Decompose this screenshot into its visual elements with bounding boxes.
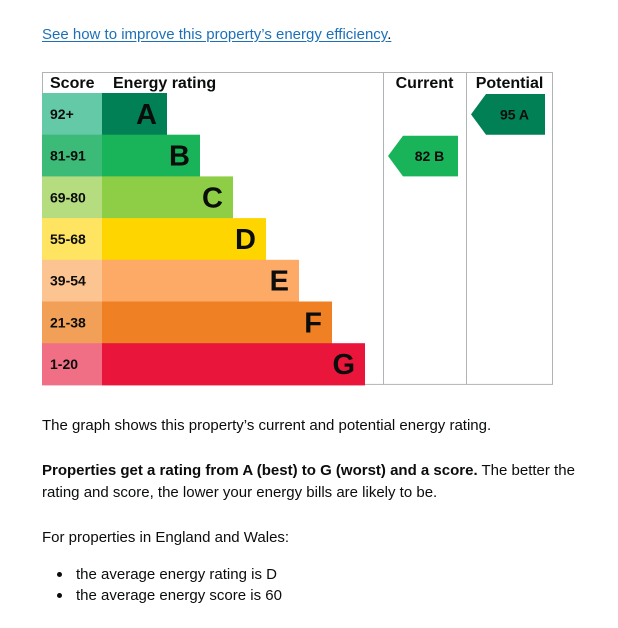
graph-description: The graph shows this property’s current … bbox=[42, 417, 492, 434]
improve-efficiency-link[interactable]: See how to improve this property’s energ… bbox=[42, 26, 388, 43]
score-cell-e bbox=[42, 259, 102, 302]
current-arrow bbox=[388, 135, 458, 177]
header-score: Score bbox=[50, 75, 95, 92]
rating-letter-g: G bbox=[332, 349, 355, 381]
improve-efficiency-link-wrap: See how to improve this property’s energ… bbox=[42, 26, 391, 43]
header-energy-rating: Energy rating bbox=[113, 75, 216, 92]
score-range-c: 69-80 bbox=[50, 189, 86, 205]
header-potential: Potential bbox=[476, 75, 544, 92]
rating-letter-d: D bbox=[235, 224, 256, 256]
chart-headers: Score Energy rating Current Potential bbox=[50, 75, 543, 92]
score-cell-b bbox=[42, 134, 102, 177]
region-note: For properties in England and Wales: bbox=[42, 529, 290, 546]
rating-letter-a: A bbox=[136, 99, 157, 131]
potential-rating-label: 95 A bbox=[500, 106, 529, 122]
score-cell-a bbox=[42, 93, 102, 136]
rating-bar-e bbox=[102, 259, 299, 302]
rating-bar-b bbox=[102, 134, 200, 177]
rating-letter-c: C bbox=[202, 182, 223, 214]
list-item: the average energy rating is D bbox=[42, 564, 282, 585]
rating-bar-a bbox=[102, 93, 167, 136]
list-item: the average energy score is 60 bbox=[42, 585, 282, 606]
rating-bar-f bbox=[102, 301, 332, 344]
score-range-e: 39-54 bbox=[50, 273, 86, 289]
rating-bands: 92+ A 81-91 B 69-80 C 55-68 D 39-54 E 21-38 F 1-20 G bbox=[42, 93, 365, 386]
rating-bar-c bbox=[102, 176, 233, 219]
header-current: Current bbox=[396, 75, 454, 92]
rating-bar-g bbox=[102, 343, 365, 386]
score-cell-d bbox=[42, 218, 102, 261]
potential-arrow bbox=[471, 94, 545, 135]
rating-letter-b: B bbox=[169, 141, 190, 173]
score-cell-g bbox=[42, 343, 102, 386]
score-range-a: 92+ bbox=[50, 106, 74, 122]
rating-arrows: 82 B 95 A bbox=[388, 94, 545, 177]
rating-explanation: Properties get a rating from A (best) to… bbox=[42, 460, 582, 504]
score-cell-f bbox=[42, 301, 102, 344]
rating-bar-d bbox=[102, 218, 266, 261]
score-cell-c bbox=[42, 176, 102, 219]
rating-explanation-rest: The better the rating and score, the low… bbox=[42, 462, 575, 501]
current-rating-label: 82 B bbox=[415, 148, 445, 164]
energy-rating-chart: 92+ A81-91 B69-80 C55-68 D39-54 E21-38 F1-20 G … bbox=[42, 72, 553, 386]
rating-explanation-bold: Properties get a rating from A (best) to… bbox=[42, 462, 478, 479]
rating-letter-f: F bbox=[304, 307, 322, 339]
score-range-g: 1-20 bbox=[50, 356, 78, 372]
score-range-f: 21-38 bbox=[50, 314, 86, 330]
rating-letter-e: E bbox=[270, 266, 289, 298]
average-list: the average energy rating is D the avera… bbox=[42, 564, 282, 606]
score-range-d: 55-68 bbox=[50, 231, 86, 247]
link-trailing-period: . bbox=[387, 26, 392, 43]
score-range-b: 81-91 bbox=[50, 148, 86, 164]
